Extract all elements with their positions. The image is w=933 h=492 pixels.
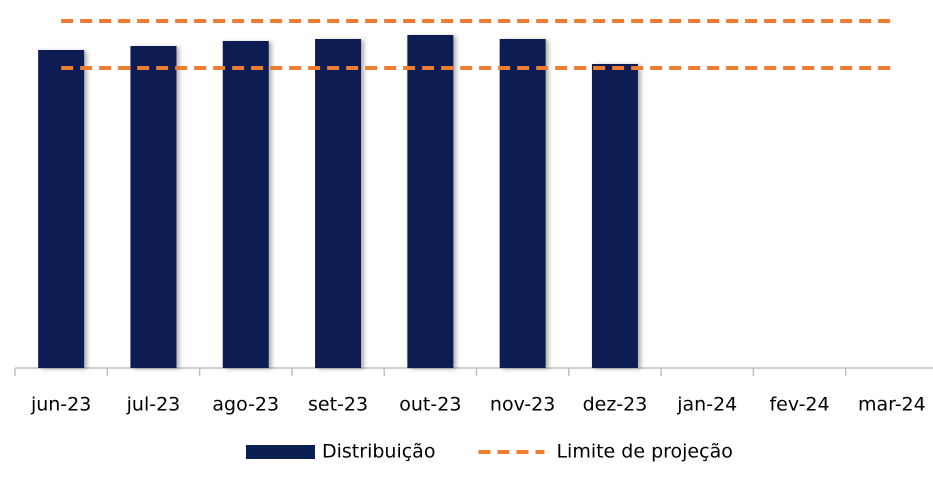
x-tick-label: nov-23: [490, 394, 555, 416]
bar: [591, 64, 638, 368]
bar: [315, 39, 362, 368]
x-tick-label: jun-23: [30, 394, 91, 416]
legend-label: Distribuição: [322, 441, 435, 463]
bar: [499, 39, 546, 368]
x-tick-label: ago-23: [212, 394, 279, 416]
x-tick-label: jan-24: [676, 394, 737, 416]
legend-swatch: [246, 445, 315, 459]
bar: [407, 35, 454, 368]
legend-label: Limite de projeção: [556, 441, 732, 463]
x-tick-label: out-23: [399, 394, 461, 416]
x-tick-label: set-23: [308, 394, 368, 416]
bar: [130, 46, 177, 368]
bar: [222, 41, 269, 368]
x-tick-label: fev-24: [769, 394, 829, 416]
bar: [38, 50, 85, 368]
legend: Distribuição Limite de projeção: [246, 441, 733, 463]
x-tick-label: jul-23: [126, 394, 181, 416]
x-tick-label: mar-24: [858, 394, 926, 416]
x-tick-label: dez-23: [583, 394, 648, 416]
